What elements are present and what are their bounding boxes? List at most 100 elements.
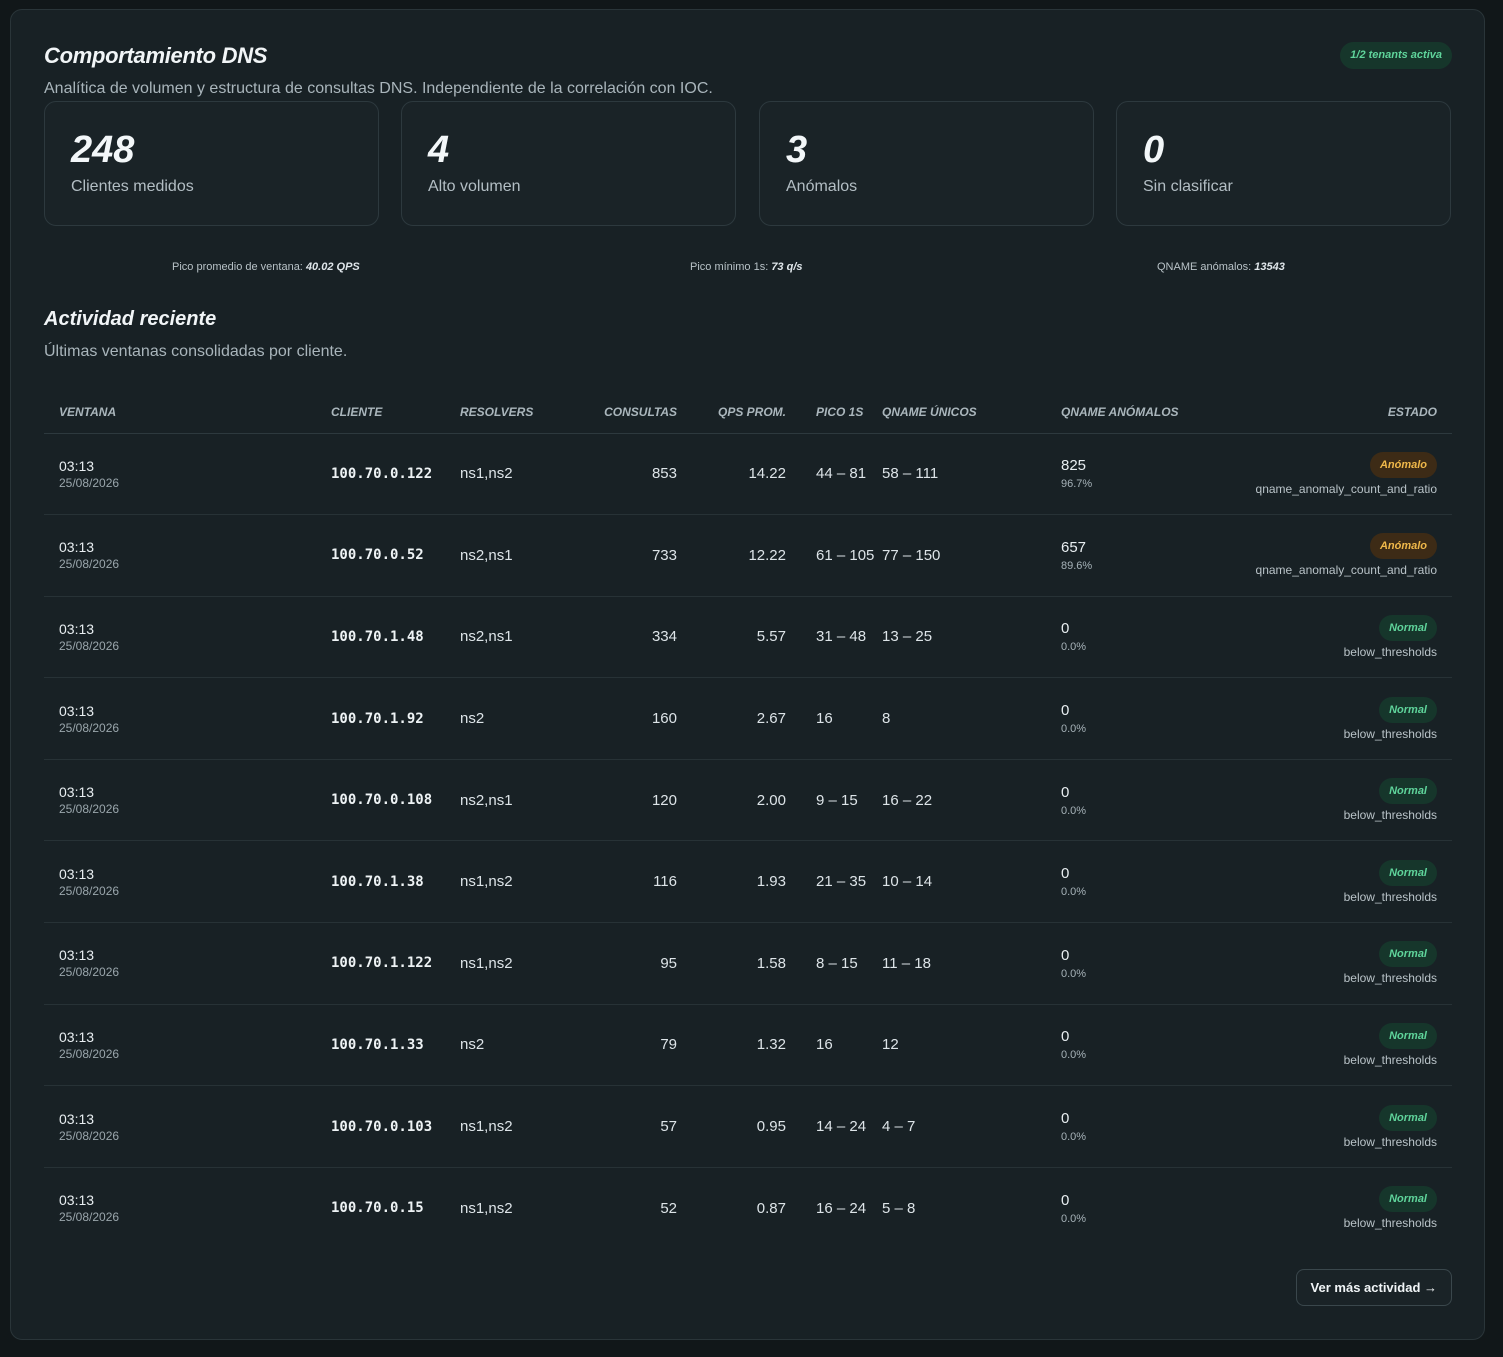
table-row[interactable]: 03:13 25/08/2026 100.70.1.38 ns1,ns2 116… bbox=[44, 840, 1452, 924]
cell-unique-qname: 8 bbox=[882, 677, 1061, 760]
status-reason: qname_anomaly_count_and_ratio bbox=[1255, 563, 1437, 578]
table-row[interactable]: 03:13 25/08/2026 100.70.0.15 ns1,ns2 52 … bbox=[44, 1167, 1452, 1249]
cell-peak: 8 – 15 bbox=[786, 922, 882, 1005]
cell-window: 03:13 25/08/2026 bbox=[44, 1004, 331, 1087]
status-reason: qname_anomaly_count_and_ratio bbox=[1255, 481, 1437, 496]
status-reason: below_thresholds bbox=[1343, 1052, 1437, 1067]
anomalous-count: 0 bbox=[1061, 783, 1070, 801]
cell-peak: 44 – 81 bbox=[786, 433, 882, 516]
window-time: 03:13 bbox=[59, 539, 95, 556]
status-badge: Normal bbox=[1379, 1186, 1437, 1213]
dns-behavior-panel: Comportamiento DNS Analítica de volumen … bbox=[10, 9, 1485, 1340]
cell-client[interactable]: 100.70.1.92 bbox=[331, 677, 460, 760]
anomalous-count: 0 bbox=[1061, 1028, 1070, 1046]
cell-status: Normal below_thresholds bbox=[1211, 1167, 1452, 1249]
stat-value: 3 bbox=[786, 129, 808, 171]
cell-qps-avg: 2.67 bbox=[677, 677, 786, 760]
cell-queries: 334 bbox=[578, 596, 677, 679]
window-time: 03:13 bbox=[59, 1110, 95, 1127]
status-reason: below_thresholds bbox=[1343, 726, 1437, 741]
cell-resolvers: ns1,ns2 bbox=[460, 433, 578, 516]
stat-value: 248 bbox=[71, 129, 135, 171]
column-header-unique-qname[interactable]: QNAME ÚNICOS bbox=[882, 392, 1061, 434]
column-header-status[interactable]: ESTADO bbox=[1211, 392, 1452, 434]
column-header-queries[interactable]: CONSULTAS bbox=[578, 392, 677, 434]
cell-anomalous-qname: 0 0.0% bbox=[1061, 840, 1211, 924]
cell-window: 03:13 25/08/2026 bbox=[44, 514, 331, 597]
column-header-client[interactable]: CLIENTE bbox=[331, 392, 460, 434]
column-header-qps-avg[interactable]: QPS PROM. bbox=[677, 392, 786, 434]
anomalous-ratio: 0.0% bbox=[1061, 641, 1087, 654]
cell-client[interactable]: 100.70.1.38 bbox=[331, 840, 460, 924]
window-time: 03:13 bbox=[59, 1192, 95, 1209]
cell-client[interactable]: 100.70.0.103 bbox=[331, 1085, 460, 1168]
cell-queries: 95 bbox=[578, 922, 677, 1005]
cell-qps-avg: 5.57 bbox=[677, 596, 786, 679]
window-date: 25/08/2026 bbox=[59, 475, 120, 490]
cell-client[interactable]: 100.70.0.15 bbox=[331, 1200, 424, 1217]
column-header-anomalous-qname[interactable]: QNAME ANÓMALOS bbox=[1061, 392, 1211, 434]
stat-card-unclassified: 0 Sin clasificar bbox=[1116, 101, 1451, 226]
cell-window: 03:13 25/08/2026 bbox=[44, 922, 331, 1005]
anomalous-ratio: 0.0% bbox=[1061, 1131, 1087, 1144]
anomalous-ratio: 96.7% bbox=[1061, 478, 1093, 491]
cell-client[interactable]: 100.70.1.48 bbox=[331, 596, 460, 679]
cell-anomalous-qname: 0 0.0% bbox=[1061, 1167, 1211, 1249]
metric-value: 13543 bbox=[1254, 261, 1285, 273]
cell-client[interactable]: 100.70.1.122 bbox=[331, 922, 460, 1005]
table-row[interactable]: 03:13 25/08/2026 100.70.0.122 ns1,ns2 85… bbox=[44, 433, 1452, 516]
column-header-resolvers[interactable]: RESOLVERS bbox=[460, 392, 578, 434]
anomalous-ratio: 89.6% bbox=[1061, 559, 1093, 572]
cell-qps-avg: 1.93 bbox=[677, 840, 786, 924]
status-badge: Anómalo bbox=[1369, 533, 1437, 560]
cell-peak: 14 – 24 bbox=[786, 1085, 882, 1168]
window-date: 25/08/2026 bbox=[59, 557, 120, 572]
anomalous-ratio: 0.0% bbox=[1061, 723, 1087, 736]
cell-resolvers: ns1,ns2 bbox=[460, 922, 578, 1005]
section-subtitle: Últimas ventanas consolidadas por client… bbox=[44, 343, 348, 360]
see-more-activity-button[interactable]: Ver más actividad → bbox=[1295, 1269, 1452, 1306]
window-date: 25/08/2026 bbox=[59, 883, 120, 898]
anomalous-count: 0 bbox=[1061, 946, 1070, 964]
window-time: 03:13 bbox=[59, 1028, 95, 1045]
table-header-row: VENTANA CLIENTE RESOLVERS CONSULTAS QPS … bbox=[44, 392, 1452, 434]
table-row[interactable]: 03:13 25/08/2026 100.70.1.33 ns2 79 1.32… bbox=[44, 1004, 1452, 1087]
cell-window: 03:13 25/08/2026 bbox=[44, 840, 331, 924]
cell-resolvers: ns1,ns2 bbox=[460, 840, 578, 924]
table-row[interactable]: 03:13 25/08/2026 100.70.1.48 ns2,ns1 334… bbox=[44, 596, 1452, 679]
window-time: 03:13 bbox=[59, 784, 95, 801]
cell-status: Normal below_thresholds bbox=[1211, 1004, 1452, 1087]
cell-client[interactable]: 100.70.1.33 bbox=[331, 1004, 460, 1087]
cell-anomalous-qname: 0 0.0% bbox=[1061, 677, 1211, 760]
table-row[interactable]: 03:13 25/08/2026 100.70.0.103 ns1,ns2 57… bbox=[44, 1085, 1452, 1168]
table-row[interactable]: 03:13 25/08/2026 100.70.0.52 ns2,ns1 733… bbox=[44, 514, 1452, 597]
table-row[interactable]: 03:13 25/08/2026 100.70.1.122 ns1,ns2 95… bbox=[44, 922, 1452, 1005]
cell-status: Anómalo qname_anomaly_count_and_ratio bbox=[1211, 433, 1452, 516]
cell-client[interactable]: 100.70.0.122 bbox=[331, 433, 460, 516]
cell-resolvers: ns2,ns1 bbox=[460, 596, 578, 679]
anomalous-ratio: 0.0% bbox=[1061, 886, 1087, 899]
cell-queries: 57 bbox=[578, 1085, 677, 1168]
status-badge: Normal bbox=[1379, 941, 1437, 968]
stat-label: Alto volumen bbox=[428, 178, 521, 195]
cell-status: Normal below_thresholds bbox=[1211, 840, 1452, 924]
cell-client[interactable]: 100.70.0.108 bbox=[331, 759, 460, 842]
cell-peak: 16 bbox=[786, 1004, 882, 1087]
anomalous-ratio: 0.0% bbox=[1061, 804, 1087, 817]
column-header-window[interactable]: VENTANA bbox=[44, 392, 331, 434]
table-row[interactable]: 03:13 25/08/2026 100.70.1.92 ns2 160 2.6… bbox=[44, 677, 1452, 760]
cell-status: Normal below_thresholds bbox=[1211, 759, 1452, 842]
cell-unique-qname: 10 – 14 bbox=[882, 840, 1061, 924]
status-reason: below_thresholds bbox=[1343, 1134, 1437, 1149]
status-reason: below_thresholds bbox=[1343, 644, 1437, 659]
column-header-peak[interactable]: PICO 1S bbox=[786, 392, 882, 434]
table-row[interactable]: 03:13 25/08/2026 100.70.0.108 ns2,ns1 12… bbox=[44, 759, 1452, 842]
cell-qps-avg: 0.95 bbox=[677, 1085, 786, 1168]
cell-peak: 9 – 15 bbox=[786, 759, 882, 842]
cell-unique-qname: 58 – 111 bbox=[882, 433, 1061, 516]
page-subtitle: Analítica de volumen y estructura de con… bbox=[44, 80, 713, 97]
window-time: 03:13 bbox=[59, 865, 95, 882]
activity-table: VENTANA CLIENTE RESOLVERS CONSULTAS QPS … bbox=[44, 392, 1452, 1249]
cell-client[interactable]: 100.70.0.52 bbox=[331, 514, 460, 597]
cell-unique-qname: 13 – 25 bbox=[882, 596, 1061, 679]
